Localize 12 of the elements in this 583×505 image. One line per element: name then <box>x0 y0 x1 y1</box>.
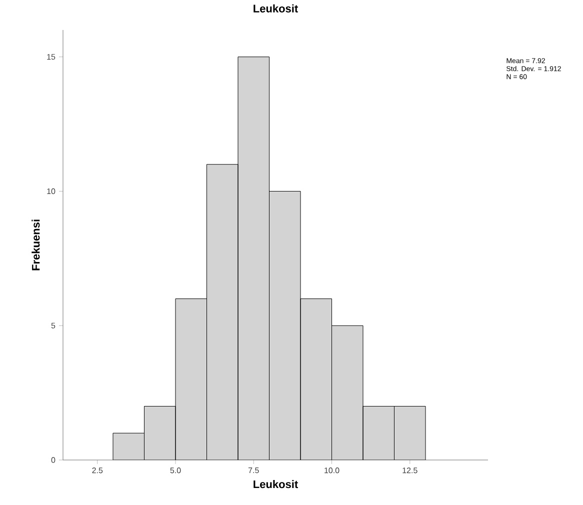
x-tick-label: 2.5 <box>92 468 103 474</box>
y-tick-label: 15 <box>47 54 56 60</box>
y-axis-title: Frekuensi <box>32 220 40 270</box>
y-tick-label: 10 <box>47 188 56 194</box>
y-tick-label: 5 <box>51 322 56 328</box>
x-tick-label: 12.5 <box>402 468 418 474</box>
x-tick-label: 7.5 <box>248 468 259 474</box>
chart-title: Leukosit <box>254 4 298 12</box>
x-axis-title: Leukosit <box>254 480 298 488</box>
y-tick-label: 0 <box>51 457 56 463</box>
x-tick-label: 5.0 <box>170 468 181 474</box>
x-tick-label: 10.0 <box>324 468 340 474</box>
